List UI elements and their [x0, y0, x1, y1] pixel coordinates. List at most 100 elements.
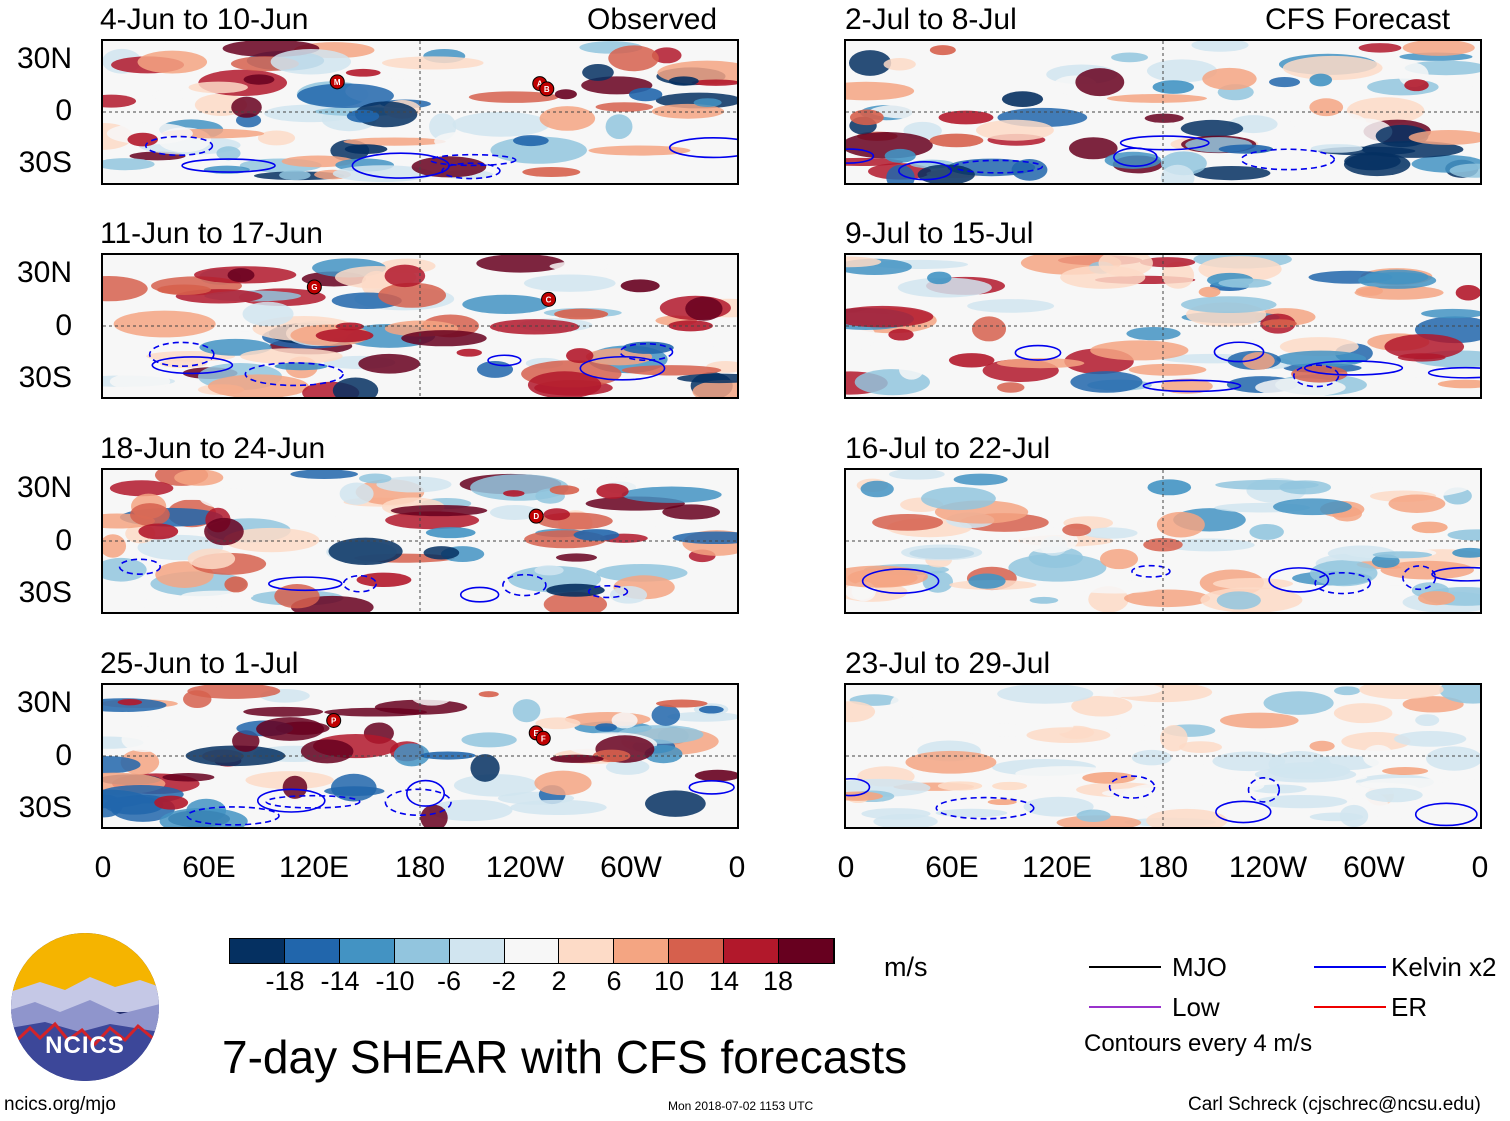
- shear-core: [456, 348, 482, 357]
- shear-anomaly: [651, 704, 681, 726]
- map-panel-obs-3: D: [101, 468, 739, 614]
- shear-anomaly: [343, 137, 446, 146]
- storm-marker[interactable]: C: [541, 291, 557, 307]
- shear-anomaly: [476, 360, 514, 378]
- cb-tick-2: 2: [551, 966, 567, 996]
- shear-anomaly: [1131, 749, 1172, 766]
- shear-anomaly: [1346, 97, 1425, 124]
- kelvin-contour: [268, 576, 343, 592]
- shear-anomaly: [187, 685, 281, 699]
- shear-anomaly: [595, 102, 654, 112]
- shear-anomaly: [1216, 591, 1261, 610]
- map-canvas: [846, 41, 1480, 183]
- kelvin-contour: [668, 136, 737, 159]
- shear-anomaly: [332, 377, 379, 397]
- ytick-30s-4: 30S: [18, 791, 72, 824]
- shear-core: [356, 572, 412, 588]
- shear-anomaly: [103, 756, 141, 774]
- panel-title-obs-2: 11-Jun to 17-Jun: [100, 217, 323, 250]
- storm-marker[interactable]: M: [329, 74, 345, 90]
- cb-tick-18: 18: [762, 966, 794, 996]
- shear-anomaly: [883, 58, 916, 71]
- shear-core: [1152, 80, 1195, 94]
- storm-icon: [541, 291, 557, 307]
- panel-title-fcst-2: 9-Jul to 15-Jul: [845, 217, 1034, 250]
- shear-core: [929, 133, 984, 148]
- shear-anomaly: [393, 743, 430, 767]
- kelvin-contour: [1247, 777, 1281, 803]
- shear-core: [1447, 529, 1480, 541]
- kelvin-contour: [406, 779, 446, 807]
- shear-anomaly: [243, 74, 275, 85]
- shear-core: [937, 781, 983, 791]
- xtick-fcst-0-end: 0: [1471, 851, 1489, 884]
- shear-core: [344, 144, 388, 155]
- shear-core: [1218, 278, 1272, 288]
- shear-core: [1082, 772, 1136, 784]
- shear-anomaly: [662, 504, 721, 520]
- colorbar-swatch: [559, 939, 615, 963]
- shear-anomaly: [187, 548, 236, 570]
- shear-anomaly: [109, 480, 174, 497]
- shear-anomaly: [1344, 152, 1401, 171]
- forecast-header: CFS Forecast: [1265, 3, 1451, 36]
- kelvin-contour: [1014, 344, 1062, 361]
- shear-anomaly: [1078, 685, 1163, 698]
- shear-anomaly: [1426, 746, 1480, 771]
- shear-anomaly: [1156, 511, 1205, 538]
- shear-core: [888, 328, 914, 341]
- storm-label: D: [533, 512, 539, 521]
- shear-anomaly: [1068, 580, 1161, 594]
- shear-core: [1218, 144, 1274, 154]
- cb-tick-m2: -2: [491, 966, 516, 996]
- shear-anomaly: [1180, 296, 1277, 314]
- shear-core: [503, 490, 525, 497]
- shear-anomaly: [1259, 511, 1286, 527]
- storm-marker[interactable]: B: [539, 81, 555, 97]
- ytick-30n-4: 30N: [16, 686, 72, 719]
- shear-anomaly: [489, 504, 540, 520]
- panel-title-fcst-1: 2-Jul to 8-Jul: [845, 3, 1017, 36]
- colorbar-swatch: [779, 939, 834, 963]
- shear-anomaly: [846, 565, 928, 588]
- shear-anomaly: [130, 503, 170, 526]
- shear-anomaly: [282, 775, 308, 799]
- shear-anomaly: [596, 563, 688, 582]
- shear-anomaly: [216, 146, 241, 161]
- shear-anomaly: [611, 712, 638, 729]
- shear-anomaly: [582, 64, 614, 81]
- shear-anomaly: [588, 145, 691, 156]
- storm-icon: [329, 74, 345, 90]
- xtick-fcst-180: 180: [1137, 851, 1189, 884]
- ytick-30n-2: 30N: [16, 256, 72, 289]
- shear-anomaly: [1011, 159, 1048, 181]
- storm-marker[interactable]: P: [326, 713, 342, 728]
- xtick-obs-60e: 60E: [182, 851, 236, 884]
- kelvin-contour: [256, 788, 326, 813]
- shear-core: [629, 87, 663, 102]
- shear-anomaly: [1111, 725, 1160, 741]
- storm-marker[interactable]: F: [535, 730, 551, 746]
- shear-anomaly: [608, 45, 659, 72]
- shear-core: [596, 483, 629, 499]
- shear-anomaly: [1276, 350, 1367, 368]
- storm-marker[interactable]: D: [528, 508, 544, 524]
- ncics-logo-graphic: [11, 933, 159, 1081]
- xtick-obs-180: 180: [394, 851, 446, 884]
- panel-title-obs-3: 18-Jun to 24-Jun: [100, 432, 326, 465]
- shear-core: [566, 348, 594, 364]
- shear-anomaly: [621, 486, 722, 503]
- shear-anomaly: [468, 91, 559, 103]
- shear-anomaly: [1062, 523, 1092, 537]
- shear-anomaly: [555, 553, 598, 562]
- shear-core: [315, 328, 374, 343]
- shear-anomaly: [935, 808, 1008, 818]
- shear-core: [929, 45, 956, 56]
- shear-anomaly: [1099, 548, 1139, 570]
- shear-core: [513, 135, 549, 147]
- footer-url[interactable]: ncics.org/mjo: [4, 1094, 116, 1115]
- shear-anomaly: [232, 730, 260, 752]
- contour-note: Contours every 4 m/s: [1084, 1030, 1313, 1057]
- shear-anomaly: [905, 750, 997, 774]
- storm-marker[interactable]: G: [306, 279, 322, 295]
